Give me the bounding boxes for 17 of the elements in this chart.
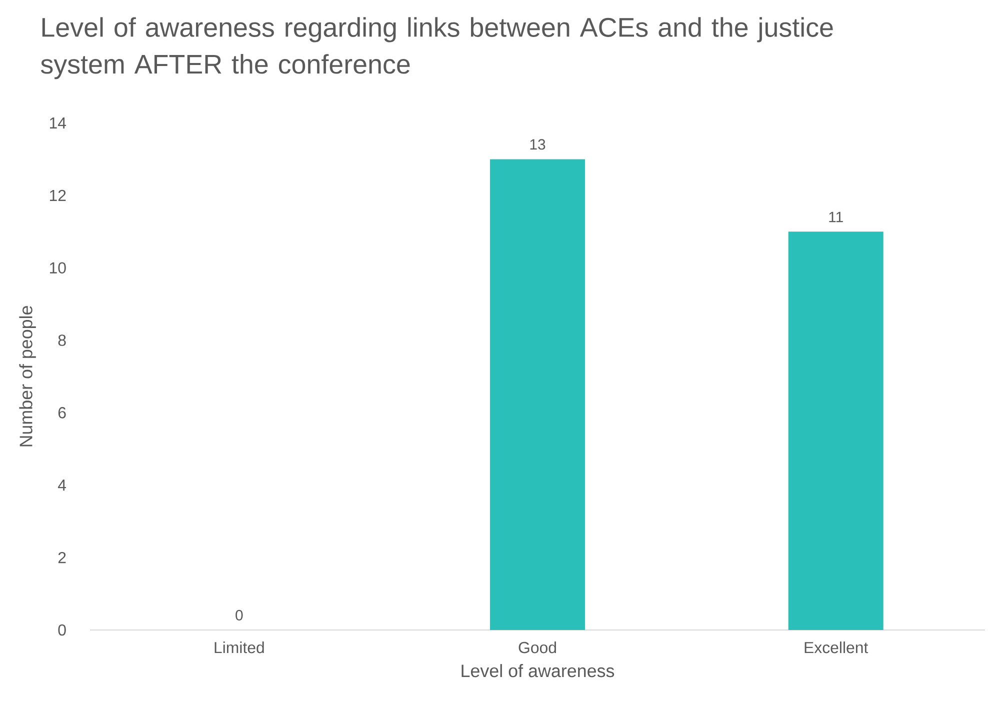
y-tick-label: 6 <box>58 407 66 418</box>
data-label: 11 <box>829 212 843 222</box>
y-axis-title: Number of people <box>19 306 36 446</box>
y-tick-label: 14 <box>50 118 66 128</box>
y-tick-label: 8 <box>58 334 66 346</box>
x-tick-label: Excellent <box>804 642 868 654</box>
data-label: 13 <box>530 139 546 150</box>
x-tick-label: Good <box>518 642 556 654</box>
y-tick-label: 4 <box>58 480 66 491</box>
y-tick-label: 0 <box>58 624 66 636</box>
y-tick-label: 12 <box>50 190 66 201</box>
chart-title: Level of awareness regarding links between ACEs and the justice system AFTER the conference <box>40 17 833 80</box>
x-axis-title: Level of awareness <box>462 664 614 678</box>
y-tick-label: 2 <box>58 552 66 564</box>
data-label: 0 <box>236 610 243 620</box>
x-tick-label: Limited <box>214 642 264 654</box>
y-tick-label: 10 <box>50 262 66 274</box>
